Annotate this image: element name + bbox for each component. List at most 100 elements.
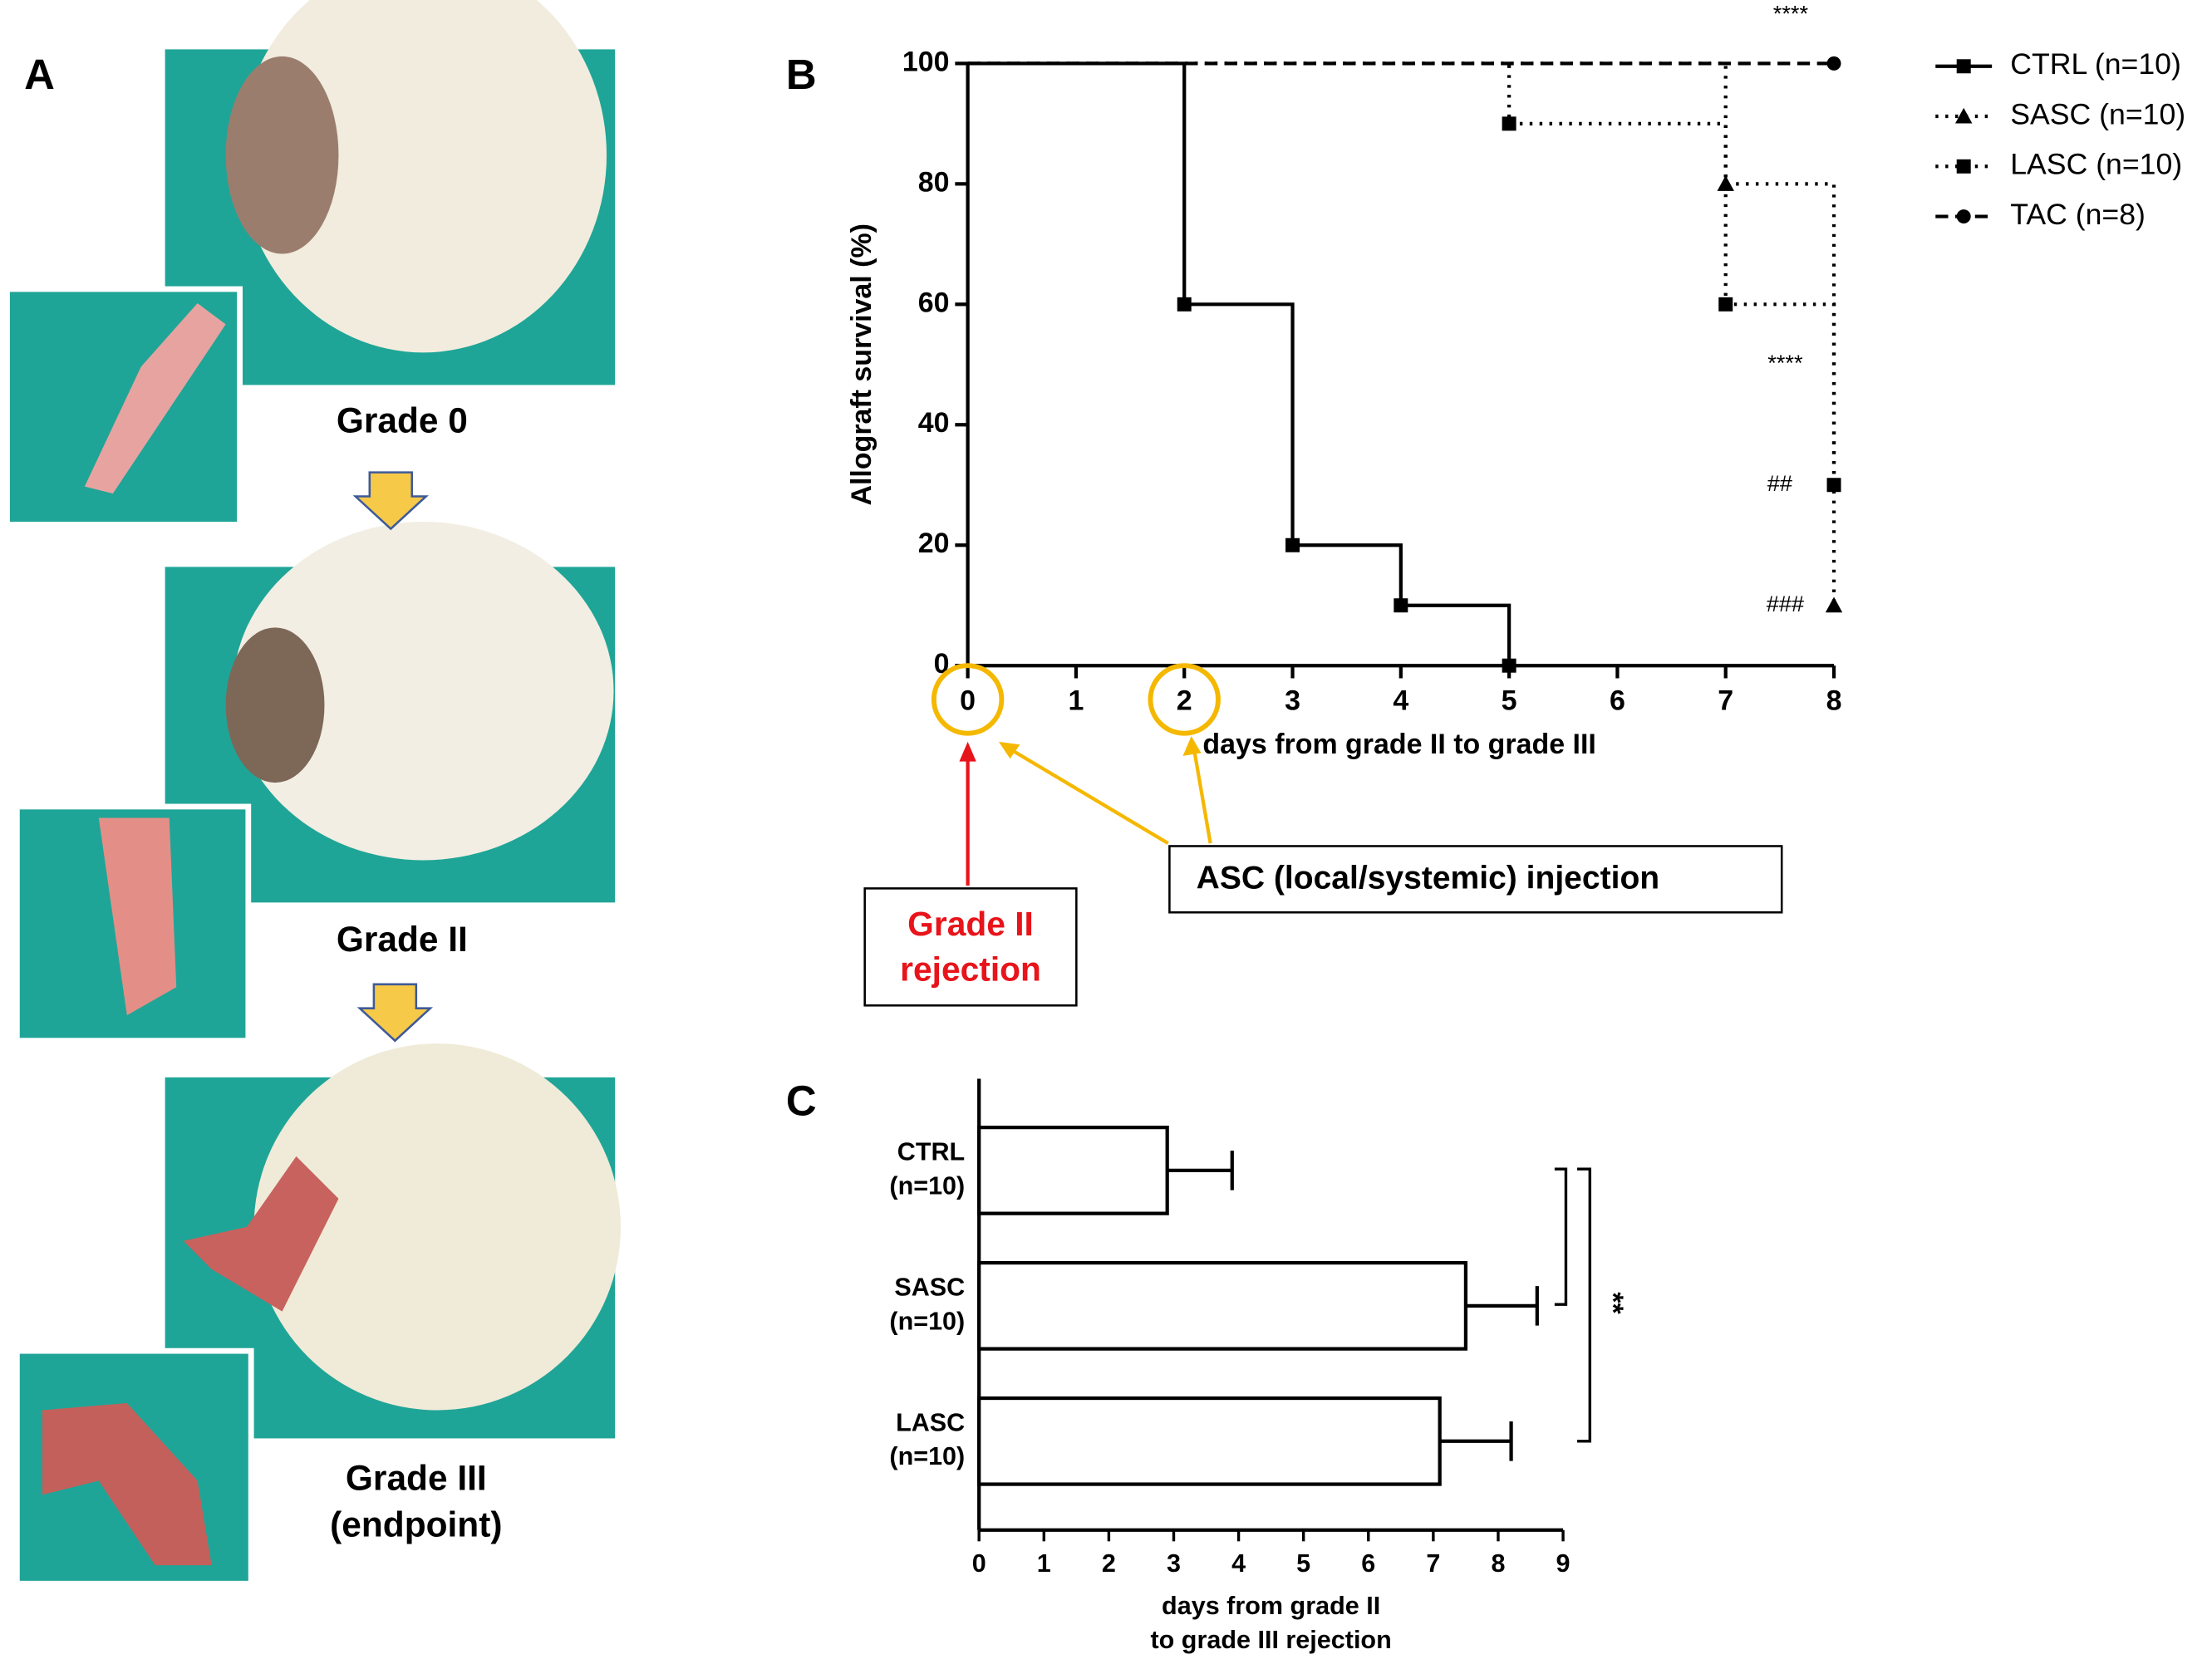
x-tick-label: 2 (1177, 685, 1192, 716)
marker (1502, 658, 1516, 673)
marker (1285, 537, 1300, 552)
down-arrow (356, 983, 434, 1043)
series-line (967, 61, 1836, 485)
error-bar (1167, 1151, 1234, 1190)
photo-subject (225, 56, 339, 254)
annotation: **** (1773, 1, 1809, 27)
callout-box (1168, 845, 1783, 914)
x-axis-label: to grade III rejection (1150, 1626, 1391, 1654)
y-tick-label: (n=10) (889, 1307, 965, 1335)
photo-subject (183, 1156, 339, 1312)
legend-label: CTRL (n=10) (2010, 47, 2181, 81)
panel-label: B (786, 51, 817, 98)
photo-subject (84, 302, 226, 494)
photo-subject (98, 817, 177, 1016)
marker (1394, 598, 1408, 613)
marker (1718, 297, 1733, 312)
photo-subject (239, 0, 607, 353)
significance-bracket (1577, 1167, 1592, 1443)
y-tick-label: 80 (918, 166, 950, 198)
highlight-circle (931, 663, 1005, 736)
legend-label: TAC (n=8) (2010, 198, 2146, 231)
x-tick-label: 2 (1102, 1549, 1116, 1578)
callout-text: Grade II (907, 905, 1034, 943)
x-tick-label: 3 (1167, 1549, 1181, 1578)
significance-bracket (1554, 1167, 1568, 1306)
bar (977, 1260, 1468, 1351)
x-axis-label: days from grade II (1162, 1592, 1380, 1620)
x-tick-label: 5 (1296, 1549, 1310, 1578)
x-tick-label: 8 (1826, 685, 1842, 716)
annotation: **** (1767, 350, 1803, 376)
callout-text: rejection (900, 950, 1041, 988)
x-tick-label: 3 (1285, 685, 1300, 716)
marker (1826, 478, 1841, 493)
photo-subject (42, 1402, 212, 1566)
marker (1955, 107, 1973, 124)
y-tick-label: 20 (918, 528, 950, 559)
stage-label: Grade 0 (337, 400, 468, 439)
marker (1826, 56, 1841, 71)
bar (977, 1396, 1442, 1486)
x-axis-label: days from grade II to grade III (1202, 729, 1595, 760)
x-tick-label: 1 (1037, 1549, 1051, 1578)
y-tick-label: CTRL (897, 1138, 965, 1166)
callout-box (863, 887, 1078, 1007)
legend-label: SASC (n=10) (2010, 97, 2185, 130)
photo-subject (253, 1043, 621, 1411)
significance-label: ** (1597, 1292, 1629, 1314)
series-line (967, 61, 1836, 606)
x-tick-label: 6 (1361, 1549, 1375, 1578)
y-tick-label: (n=10) (889, 1442, 965, 1470)
y-tick-label: LASC (896, 1408, 965, 1436)
y-tick-label: 40 (918, 407, 950, 439)
annotation: ## (1767, 470, 1792, 496)
marker (1956, 59, 1971, 74)
x-tick-label: 0 (960, 685, 976, 716)
marker (1956, 209, 1971, 224)
x-tick-label: 4 (1231, 1549, 1246, 1578)
stage-label: (endpoint) (330, 1505, 502, 1544)
marker (1177, 297, 1192, 312)
bar (977, 1125, 1169, 1215)
arrow-head (998, 741, 1020, 759)
arrow-head (959, 741, 976, 762)
x-tick-label: 9 (1556, 1549, 1571, 1578)
y-tick-label: 60 (918, 287, 950, 318)
x-tick-label: 8 (1491, 1549, 1505, 1578)
marker (1825, 596, 1843, 613)
x-tick-label: 6 (1610, 685, 1625, 716)
marker (1956, 159, 1971, 174)
x-tick-label: 7 (1718, 685, 1733, 716)
error-bar (1465, 1286, 1539, 1326)
photo-subject (225, 627, 325, 783)
marker (1502, 116, 1516, 131)
highlight-circle (1148, 663, 1221, 736)
stage-label: Grade III (346, 1459, 487, 1498)
callout-arrow (1191, 741, 1212, 844)
y-tick-label: SASC (894, 1274, 965, 1302)
marker (1717, 175, 1734, 191)
callout-arrow (1006, 745, 1169, 845)
y-tick-label: (n=10) (889, 1171, 965, 1200)
x-tick-label: 5 (1502, 685, 1517, 716)
y-tick-label: 100 (902, 46, 950, 77)
annotation: ### (1767, 591, 1804, 616)
legend-label: LASC (n=10) (2010, 148, 2182, 181)
x-tick-label: 1 (1068, 685, 1084, 716)
photo-subject (233, 522, 614, 861)
down-arrow (352, 471, 429, 531)
panel-label: A (24, 51, 55, 98)
series-line (967, 61, 1512, 666)
y-axis-label: Allograft survival (%) (846, 223, 877, 505)
x-tick-label: 0 (972, 1549, 986, 1578)
x-tick-label: 7 (1426, 1549, 1440, 1578)
panel-label: C (786, 1077, 817, 1125)
photo-panel (4, 0, 621, 1587)
stage-label: Grade II (337, 920, 468, 959)
error-bar (1439, 1421, 1513, 1461)
arrow-head (1182, 736, 1202, 756)
callout-text: ASC (local/systemic) injection (1197, 861, 1659, 896)
